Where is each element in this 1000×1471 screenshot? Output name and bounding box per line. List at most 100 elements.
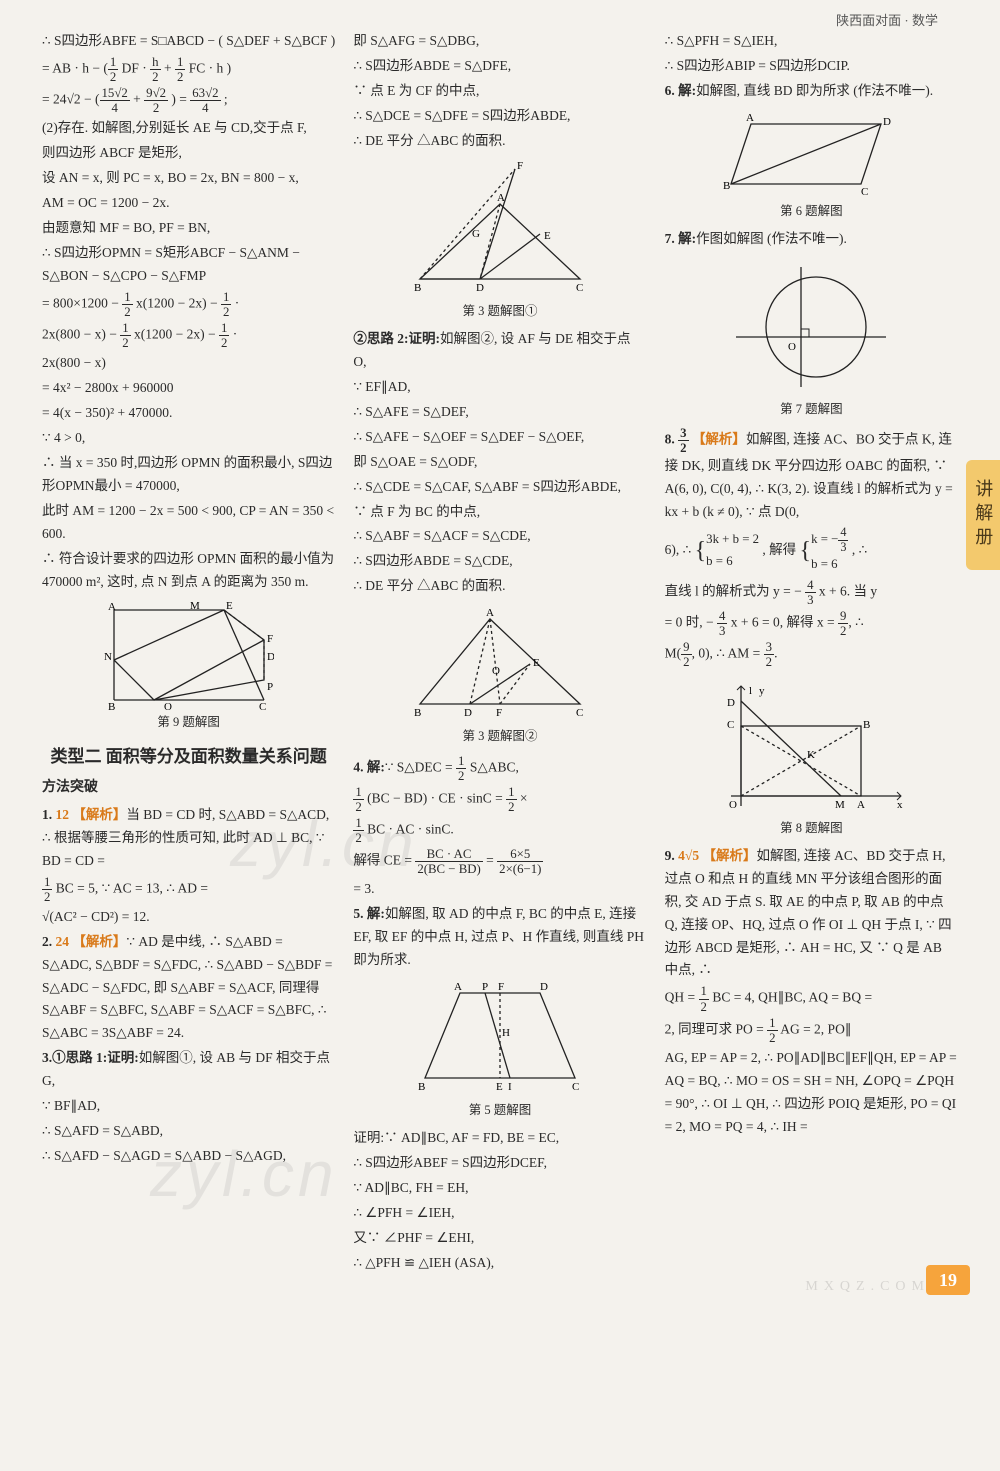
svg-text:x: x bbox=[897, 799, 903, 811]
svg-text:B: B bbox=[418, 1081, 425, 1093]
figure-8: l y D C B K O M A x bbox=[711, 676, 911, 816]
svg-text:K: K bbox=[807, 749, 815, 761]
svg-text:A: A bbox=[497, 192, 505, 204]
body-text: ∴ S△CDE = S△CAF, S△ABF = S四边形ABDE, bbox=[353, 476, 646, 499]
body-text: ∴ S△AFD − S△AGD = S△ABD − S△AGD, bbox=[42, 1145, 335, 1168]
svg-text:P: P bbox=[482, 981, 488, 993]
body-text: ∴ S四边形ABDE = S△CDE, bbox=[353, 550, 646, 573]
problem-8: 8. 32 【解析】如解图, 连接 AC、BO 交于点 K, 连接 DK, 则直… bbox=[665, 426, 958, 524]
body-text: 2x(800 − x) − 12 x(1200 − 2x) − 12 · bbox=[42, 321, 335, 350]
body-text: 直线 l 的解析式为 y = − 43 x + 6. 当 y bbox=[665, 578, 958, 607]
body-text: = AB · h − (12 DF · h2 + 12 FC · h ) bbox=[42, 55, 335, 84]
body-text: AG, EP = AP = 2, ∴ PO∥AD∥BC∥EF∥QH, EP = … bbox=[665, 1047, 958, 1139]
body-text: ∴ DE 平分 △ABC 的面积. bbox=[353, 575, 646, 598]
svg-text:C: C bbox=[572, 1081, 579, 1093]
svg-text:D: D bbox=[727, 697, 735, 709]
svg-text:B: B bbox=[723, 180, 730, 192]
svg-text:F: F bbox=[498, 981, 504, 993]
body-text: 6), ∴ {3k + b = 2b = 6 , 解得 {k = −43b = … bbox=[665, 526, 958, 576]
body-text: = 3. bbox=[353, 878, 646, 901]
body-text: ∵ AD∥BC, FH = EH, bbox=[353, 1177, 646, 1200]
sub-heading: 方法突破 bbox=[42, 776, 335, 800]
figure-caption: 第 7 题解图 bbox=[665, 399, 958, 420]
column-2: 即 S△AFG = S△DBG, ∴ S四边形ABDE = S△DFE, ∵ 点… bbox=[353, 28, 646, 1277]
body-text: ②思路 2:证明:如解图②, 设 AF 与 DE 相交于点 O, bbox=[353, 328, 646, 374]
body-text: 2, 同理可求 PO = 12 AG = 2, PO∥ bbox=[665, 1016, 958, 1045]
svg-text:I: I bbox=[508, 1081, 512, 1093]
body-text: ∴ S△AFD = S△ABD, bbox=[42, 1120, 335, 1143]
svg-text:A: A bbox=[108, 601, 116, 613]
problem-9: 9. 4√5 【解析】如解图, 连接 AC、BD 交于点 H, 过点 O 和点 … bbox=[665, 845, 958, 983]
body-text: 由题意知 MF = BO, PF = BN, bbox=[42, 217, 335, 240]
body-text: ∵ 点 E 为 CF 的中点, bbox=[353, 80, 646, 103]
figure-caption: 第 9 题解图 bbox=[42, 712, 335, 733]
svg-text:D: D bbox=[464, 707, 472, 719]
body-text: ∵ 点 F 为 BC 的中点, bbox=[353, 501, 646, 524]
column-1: ∴ S四边形ABFE = S□ABCD − ( S△DEF + S△BCF ) … bbox=[42, 28, 335, 1277]
svg-text:A: A bbox=[746, 112, 754, 124]
body-text: 证明:∵ AD∥BC, AF = FD, BE = EC, bbox=[353, 1127, 646, 1150]
body-text: ∴ S△DCE = S△DFE = S四边形ABDE, bbox=[353, 105, 646, 128]
body-text: 即 S△OAE = S△ODF, bbox=[353, 451, 646, 474]
svg-text:H: H bbox=[502, 1027, 510, 1039]
problem-2: 2. 24 【解析】∵ AD 是中线, ∴ S△ABD = S△ADC, S△B… bbox=[42, 931, 335, 1046]
body-text: 解得 CE = BC · AC2(BC − BD) = 6×52×(6−1) bbox=[353, 847, 646, 876]
svg-text:C: C bbox=[727, 719, 734, 731]
body-text: ∵ BF∥AD, bbox=[42, 1095, 335, 1118]
svg-text:C: C bbox=[259, 701, 266, 710]
svg-text:l: l bbox=[749, 685, 752, 697]
body-text: ∴ ∠PFH = ∠IEH, bbox=[353, 1202, 646, 1225]
body-text: ∴ S△ABF = S△ACF = S△CDE, bbox=[353, 525, 646, 548]
body-text: = 24√2 − (15√24 + 9√22 ) = 63√24 ; bbox=[42, 86, 335, 115]
figure-caption: 第 8 题解图 bbox=[665, 818, 958, 839]
body-text: = 800×1200 − 12 x(1200 − 2x) − 12 · bbox=[42, 290, 335, 319]
figure-caption: 第 3 题解图② bbox=[353, 726, 646, 747]
body-text: ∴ DE 平分 △ABC 的面积. bbox=[353, 130, 646, 153]
svg-text:y: y bbox=[759, 685, 765, 697]
svg-text:E: E bbox=[544, 230, 551, 242]
svg-text:B: B bbox=[108, 701, 115, 710]
svg-text:E: E bbox=[226, 600, 233, 612]
svg-text:C: C bbox=[576, 282, 583, 294]
svg-text:D: D bbox=[540, 981, 548, 993]
body-text: ∴ 当 x = 350 时,四边形 OPMN 的面积最小, S四边形OPMN最小… bbox=[42, 452, 335, 498]
problem-3: 3.①思路 1:证明:如解图①, 设 AB 与 DF 相交于点 G, bbox=[42, 1047, 335, 1093]
svg-text:F: F bbox=[496, 707, 502, 719]
svg-text:M: M bbox=[835, 799, 845, 811]
svg-text:C: C bbox=[861, 186, 868, 198]
body-text: 2x(800 − x) bbox=[42, 352, 335, 375]
svg-text:D: D bbox=[267, 651, 274, 663]
body-text: ∴ S△AFE = S△DEF, bbox=[353, 401, 646, 424]
body-text: ∴ △PFH ≌ △IEH (ASA), bbox=[353, 1252, 646, 1275]
body-text: 则四边形 ABCF 是矩形, bbox=[42, 142, 335, 165]
body-text: ∴ S四边形ABDE = S△DFE, bbox=[353, 55, 646, 78]
figure-7: O bbox=[726, 257, 896, 397]
svg-text:F: F bbox=[517, 160, 523, 172]
body-text: ∴ S四边形ABEF = S四边形DCEF, bbox=[353, 1152, 646, 1175]
svg-text:A: A bbox=[486, 607, 494, 619]
svg-text:C: C bbox=[576, 707, 583, 719]
section-title: 类型二 面积等分及面积数量关系问题 bbox=[42, 743, 335, 772]
svg-text:M: M bbox=[190, 600, 200, 612]
svg-text:O: O bbox=[492, 665, 500, 677]
svg-text:A: A bbox=[857, 799, 865, 811]
svg-text:O: O bbox=[729, 799, 737, 811]
body-text: ∴ S四边形ABIP = S四边形DCIP. bbox=[665, 55, 958, 78]
body-text: ∴ S△PFH = S△IEH, bbox=[665, 30, 958, 53]
svg-text:F: F bbox=[267, 633, 273, 645]
body-text: 12 BC · AC · sinC. bbox=[353, 816, 646, 845]
figure-9: A M E F D P N B O C bbox=[104, 600, 274, 710]
body-text: = 4(x − 350)² + 470000. bbox=[42, 402, 335, 425]
svg-text:O: O bbox=[164, 701, 172, 710]
body-text: 又∵ ∠PHF = ∠EHI, bbox=[353, 1227, 646, 1250]
column-3: ∴ S△PFH = S△IEH, ∴ S四边形ABIP = S四边形DCIP. … bbox=[665, 28, 958, 1277]
figure-5: A P F D H B E I C bbox=[410, 978, 590, 1098]
body-text: QH = 12 BC = 4, QH∥BC, AQ = BQ = bbox=[665, 984, 958, 1013]
problem-5: 5. 解:如解图, 取 AD 的中点 F, BC 的中点 E, 连接 EF, 取… bbox=[353, 903, 646, 972]
body-text: = 0 时, − 43 x + 6 = 0, 解得 x = 92, ∴ bbox=[665, 609, 958, 638]
problem-1: 1. 12 【解析】当 BD = CD 时, S△ABD = S△ACD, ∴ … bbox=[42, 804, 335, 873]
body-text: 此时 AM = 1200 − 2x = 500 < 900, CP = AN =… bbox=[42, 500, 335, 546]
figure-caption: 第 5 题解图 bbox=[353, 1100, 646, 1121]
body-text: = 4x² − 2800x + 960000 bbox=[42, 377, 335, 400]
svg-text:E: E bbox=[496, 1081, 503, 1093]
